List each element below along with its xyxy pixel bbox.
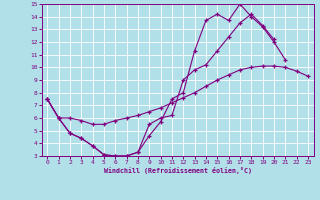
X-axis label: Windchill (Refroidissement éolien,°C): Windchill (Refroidissement éolien,°C) — [104, 167, 252, 174]
